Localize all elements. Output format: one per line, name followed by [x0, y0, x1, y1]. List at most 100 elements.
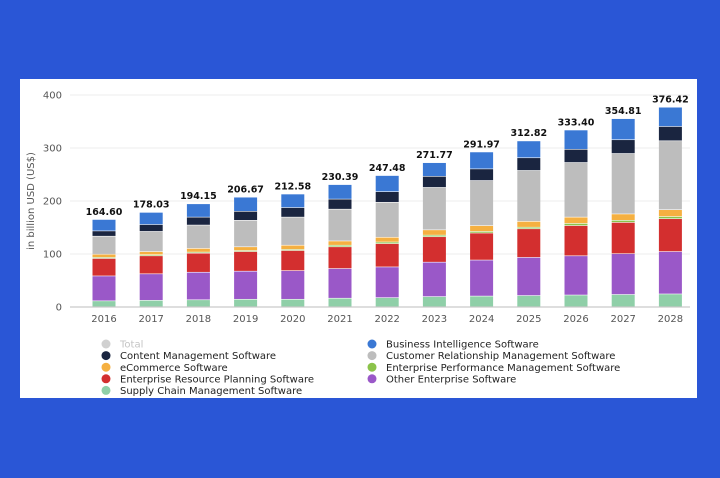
bar-segment[interactable]	[328, 184, 352, 199]
bar-segment[interactable]	[517, 170, 541, 222]
bar-segment[interactable]	[470, 231, 494, 233]
bar-segment[interactable]	[611, 214, 635, 221]
bar-segment[interactable]	[186, 225, 210, 249]
bar-segment[interactable]	[139, 274, 163, 301]
bar-segment[interactable]	[139, 224, 163, 232]
bar-segment[interactable]	[139, 251, 163, 255]
bar-segment[interactable]	[422, 296, 446, 307]
bar-segment[interactable]	[234, 299, 258, 307]
bar-segment[interactable]	[234, 197, 258, 211]
bar-segment[interactable]	[328, 268, 352, 298]
bar-segment[interactable]	[658, 107, 682, 127]
bar-segment[interactable]	[564, 295, 588, 307]
bar-segment[interactable]	[375, 175, 399, 192]
bar-segment[interactable]	[281, 250, 305, 271]
bar-segment[interactable]	[375, 202, 399, 237]
bar-segment[interactable]	[281, 245, 305, 250]
bar-segment[interactable]	[517, 257, 541, 296]
bar-segment[interactable]	[564, 162, 588, 217]
bar-segment[interactable]	[611, 222, 635, 254]
bar-segment[interactable]	[328, 298, 352, 307]
bar-segment[interactable]	[422, 162, 446, 177]
legend-item[interactable]: Customer Relationship Management Softwar…	[367, 351, 616, 362]
bar-segment[interactable]	[517, 229, 541, 258]
legend-item[interactable]: Other Enterprise Software	[367, 374, 517, 385]
bar-segment[interactable]	[517, 221, 541, 227]
bar-segment[interactable]	[234, 247, 258, 251]
bar-segment[interactable]	[281, 194, 305, 208]
bar-segment[interactable]	[611, 254, 635, 295]
bar-segment[interactable]	[470, 152, 494, 169]
bar-segment[interactable]	[328, 245, 352, 247]
legend-item[interactable]: Content Management Software	[101, 351, 277, 362]
bar-segment[interactable]	[517, 227, 541, 229]
bar-segment[interactable]	[658, 210, 682, 217]
bar-segment[interactable]	[564, 223, 588, 226]
bar-segment[interactable]	[564, 149, 588, 163]
bar-segment[interactable]	[375, 191, 399, 202]
bar-segment[interactable]	[281, 270, 305, 299]
bar-segment[interactable]	[186, 248, 210, 252]
bar-segment[interactable]	[611, 140, 635, 154]
bar-segment[interactable]	[470, 180, 494, 226]
bar-segment[interactable]	[470, 296, 494, 307]
bar-segment[interactable]	[281, 217, 305, 245]
bar-segment[interactable]	[328, 209, 352, 241]
bar-segment[interactable]	[517, 158, 541, 171]
bar-segment[interactable]	[564, 217, 588, 224]
bar-segment[interactable]	[658, 141, 682, 210]
bar-segment[interactable]	[422, 187, 446, 230]
bar-segment[interactable]	[375, 242, 399, 244]
bar-segment[interactable]	[139, 231, 163, 252]
bar-segment[interactable]	[139, 212, 163, 225]
legend-item[interactable]: Business Intelligence Software	[367, 339, 539, 351]
bar-segment[interactable]	[186, 272, 210, 300]
bar-segment[interactable]	[611, 153, 635, 214]
bar-segment[interactable]	[92, 258, 116, 276]
bar-segment[interactable]	[658, 126, 682, 141]
bar-segment[interactable]	[470, 260, 494, 296]
legend-item[interactable]: Enterprise Performance Management Softwa…	[367, 362, 621, 374]
bar-segment[interactable]	[186, 217, 210, 225]
bar-segment[interactable]	[470, 233, 494, 260]
bar-segment[interactable]	[375, 267, 399, 298]
bar-segment[interactable]	[92, 231, 116, 236]
bar-segment[interactable]	[328, 247, 352, 269]
bar-segment[interactable]	[658, 219, 682, 252]
bar-segment[interactable]	[139, 256, 163, 274]
bar-segment[interactable]	[422, 176, 446, 188]
bar-segment[interactable]	[186, 204, 210, 217]
bar-segment[interactable]	[375, 243, 399, 267]
bar-segment[interactable]	[375, 237, 399, 242]
bar-segment[interactable]	[328, 199, 352, 209]
legend[interactable]: Total Business Intelligence Software Conte…	[101, 339, 621, 398]
legend-item[interactable]: Enterprise Resource Planning Software	[101, 374, 315, 385]
bar-segment[interactable]	[92, 236, 116, 254]
bar-segment[interactable]	[92, 301, 116, 307]
bar-segment[interactable]	[375, 297, 399, 307]
legend-item[interactable]: eCommerce Software	[101, 362, 228, 374]
bar-segment[interactable]	[92, 276, 116, 301]
bar-segment[interactable]	[234, 211, 258, 221]
bar-segment[interactable]	[564, 225, 588, 256]
bar-segment[interactable]	[422, 262, 446, 297]
bar-segment[interactable]	[234, 251, 258, 271]
bar-segment[interactable]	[186, 253, 210, 272]
bar-segment[interactable]	[611, 220, 635, 223]
bar-segment[interactable]	[92, 254, 116, 258]
bar-segment[interactable]	[281, 207, 305, 217]
bar-segment[interactable]	[139, 300, 163, 307]
bar-segment[interactable]	[611, 118, 635, 140]
bar-segment[interactable]	[422, 237, 446, 262]
bar-segment[interactable]	[564, 256, 588, 295]
bar-segment[interactable]	[658, 216, 682, 219]
bar-segment[interactable]	[470, 169, 494, 181]
legend-item[interactable]: Total	[101, 339, 144, 351]
bar-segment[interactable]	[234, 220, 258, 247]
bar-segment[interactable]	[564, 130, 588, 149]
bar-segment[interactable]	[92, 219, 116, 231]
bar-segment[interactable]	[658, 251, 682, 294]
bar-segment[interactable]	[422, 235, 446, 237]
bar-segment[interactable]	[234, 271, 258, 299]
bar-segment[interactable]	[186, 300, 210, 307]
